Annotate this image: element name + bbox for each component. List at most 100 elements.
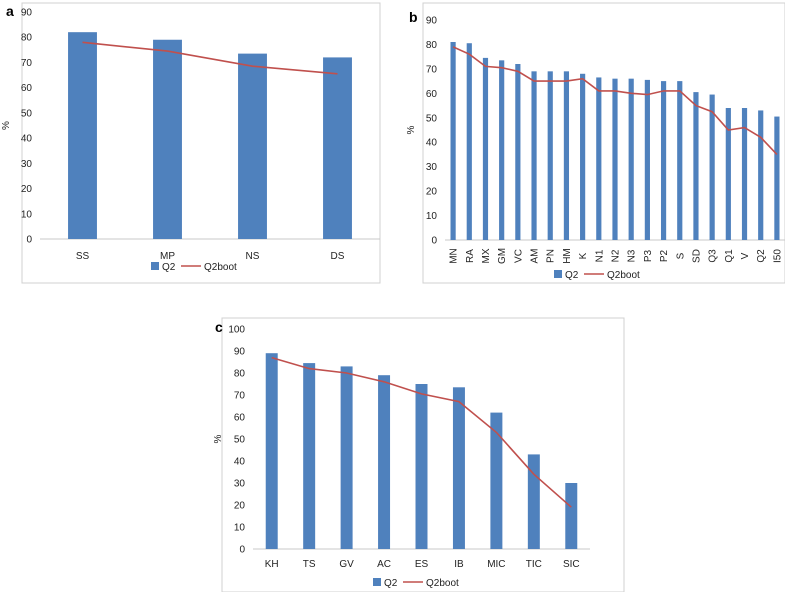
- bar-RA: [466, 43, 472, 240]
- y-tick-label: 20: [234, 501, 246, 512]
- legend-label-q2: Q2: [162, 262, 176, 273]
- bar-N2: [612, 78, 618, 241]
- x-tick-label: K: [578, 252, 589, 259]
- x-tick-label: Q2: [756, 249, 767, 263]
- y-tick-label: 60: [21, 83, 33, 94]
- y-tick-label: 0: [26, 235, 32, 246]
- bar-SIC: [565, 483, 578, 549]
- x-tick-label: NS: [246, 251, 260, 262]
- legend-label-q2boot: Q2boot: [204, 262, 237, 273]
- bar-N1: [596, 77, 602, 240]
- bar-DS: [323, 57, 352, 240]
- x-tick-label: RA: [465, 249, 476, 263]
- y-tick-label: 70: [426, 64, 438, 75]
- x-tick-label: VC: [513, 249, 524, 263]
- chart-frame: [422, 2, 785, 284]
- y-tick-label: 60: [426, 89, 438, 100]
- x-tick-label: P3: [643, 249, 654, 262]
- x-tick-label: MIC: [487, 559, 505, 570]
- panel-label: b: [409, 9, 418, 25]
- x-tick-label: AC: [377, 559, 391, 570]
- x-tick-label: N1: [594, 249, 605, 262]
- y-tick-label: 20: [21, 184, 33, 195]
- bar-SS: [68, 32, 97, 239]
- x-tick-label: MX: [481, 248, 492, 263]
- bar-I50: [774, 116, 780, 240]
- y-axis-label: %: [1, 121, 12, 130]
- x-tick-label: ES: [415, 559, 429, 570]
- y-tick-label: 80: [426, 40, 438, 51]
- y-tick-label: 60: [234, 413, 246, 424]
- bar-MP: [153, 39, 182, 239]
- legend-label-q2boot: Q2boot: [607, 270, 640, 281]
- y-tick-label: 10: [426, 211, 438, 222]
- bar-P3: [644, 79, 650, 240]
- legend-label-q2: Q2: [565, 270, 579, 281]
- bar-MX: [482, 57, 489, 241]
- bar-AM: [531, 71, 537, 240]
- y-tick-label: 30: [234, 479, 246, 490]
- x-tick-label: HM: [562, 248, 573, 264]
- x-tick-label: TS: [303, 559, 316, 570]
- x-tick-label: SD: [691, 249, 702, 263]
- bar-IB: [452, 387, 465, 549]
- x-tick-label: V: [740, 252, 751, 259]
- x-tick-label: N2: [611, 249, 622, 262]
- bar-HM: [563, 71, 570, 240]
- x-tick-label: GV: [339, 559, 354, 570]
- y-tick-label: 40: [21, 134, 33, 145]
- y-tick-label: 80: [234, 369, 246, 380]
- y-tick-label: 40: [234, 457, 246, 468]
- chart-frame: [221, 317, 625, 592]
- x-tick-label: I50: [772, 249, 783, 263]
- x-tick-label: MP: [160, 251, 175, 262]
- chart-frame: [21, 2, 381, 284]
- x-tick-label: N3: [627, 249, 638, 262]
- bar-AC: [378, 375, 391, 549]
- bar-PN: [547, 71, 553, 240]
- legend-swatch-q2: [151, 262, 159, 270]
- x-tick-label: DS: [331, 251, 345, 262]
- legend-swatch-q2: [554, 270, 562, 278]
- bar-Q1: [725, 108, 731, 240]
- y-tick-label: 50: [426, 113, 438, 124]
- y-tick-label: 70: [234, 391, 246, 402]
- bar-Q2: [758, 110, 764, 240]
- bar-TS: [303, 363, 316, 549]
- bar-NS: [238, 53, 267, 239]
- x-tick-label: SS: [76, 251, 90, 262]
- bar-SD: [693, 92, 699, 240]
- x-tick-label: IB: [454, 559, 464, 570]
- bar-Q3: [709, 94, 715, 240]
- x-tick-label: TIC: [526, 559, 542, 570]
- legend-swatch-q2: [373, 578, 381, 586]
- bar-P2: [660, 81, 667, 240]
- series-line-q2boot: [271, 356, 572, 508]
- legend-label-q2boot: Q2boot: [426, 578, 459, 589]
- y-tick-label: 0: [239, 545, 245, 556]
- x-tick-label: GM: [497, 248, 508, 264]
- x-tick-label: SIC: [563, 559, 580, 570]
- y-axis-label: %: [406, 125, 417, 134]
- x-tick-label: PN: [546, 249, 557, 263]
- bar-VC: [515, 64, 521, 240]
- legend-label-q2: Q2: [384, 578, 398, 589]
- y-tick-label: 30: [426, 162, 438, 173]
- y-tick-label: 0: [431, 236, 437, 247]
- bar-TIC: [527, 454, 540, 549]
- y-tick-label: 10: [234, 523, 246, 534]
- y-tick-label: 10: [21, 209, 33, 220]
- x-tick-label: AM: [530, 249, 541, 264]
- panel-label: a: [6, 3, 14, 19]
- y-tick-label: 90: [234, 347, 246, 358]
- bar-MIC: [490, 412, 503, 549]
- x-tick-label: Q3: [708, 249, 719, 263]
- bar-GV: [340, 366, 353, 549]
- y-tick-label: 50: [21, 108, 33, 119]
- x-tick-label: Q1: [724, 249, 735, 263]
- y-axis-label: %: [213, 434, 224, 443]
- x-tick-label: MN: [449, 248, 460, 264]
- chart-panel-a: a 0 10 20 30 40 50 60 70 80 90% SS MP NS DS Q2 Q2boot: [1, 2, 381, 284]
- series-line-q2boot: [452, 46, 778, 155]
